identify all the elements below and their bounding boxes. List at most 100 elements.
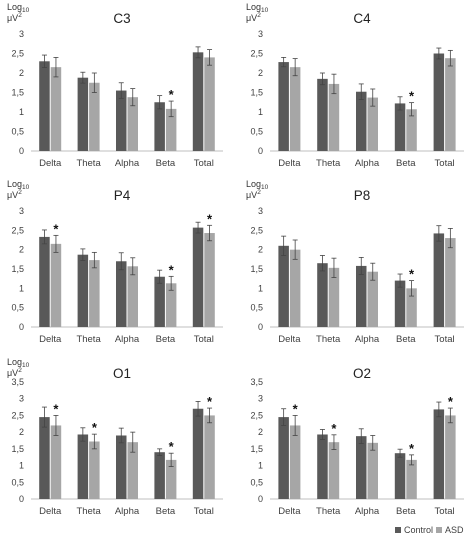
significance-marker: *	[169, 439, 175, 454]
y-tick-label: 0,5	[11, 303, 24, 313]
y-axis-unit-uv: μV2	[7, 12, 22, 23]
category-label: Beta	[396, 334, 416, 345]
y-axis-unit-uv-text: μV	[246, 190, 257, 200]
bar-control-beta	[394, 453, 406, 499]
bar-asd-total	[445, 238, 456, 327]
y-axis-unit-superscript: 2	[18, 367, 22, 374]
bar-control-total	[433, 233, 445, 327]
y-axis-unit-superscript: 2	[18, 12, 22, 19]
category-label: Alpha	[115, 334, 140, 345]
legend-label-control: Control	[404, 525, 433, 535]
bar-control-delta	[278, 245, 289, 327]
bar-control-total	[433, 53, 445, 151]
category-label: Total	[435, 506, 455, 517]
category-label: Theta	[316, 506, 341, 517]
bar-control-theta	[77, 77, 89, 151]
y-tick-label: 0	[258, 146, 263, 156]
category-label: Total	[194, 506, 214, 517]
y-axis-unit-uv: μV2	[7, 189, 22, 200]
bar-control-alpha	[116, 90, 127, 151]
significance-marker: *	[53, 401, 59, 416]
bar-asd-theta	[89, 260, 100, 327]
category-label: Delta	[278, 334, 301, 345]
y-tick-label: 2	[258, 68, 263, 78]
y-axis-unit-subscript: 10	[22, 7, 30, 14]
y-axis-unit-log: Log10	[7, 357, 30, 369]
bar-control-delta	[278, 62, 289, 151]
significance-marker: *	[331, 421, 337, 436]
bar-control-alpha	[356, 265, 367, 327]
y-tick-label: 0	[258, 322, 263, 332]
y-tick-label: 1,5	[11, 88, 24, 98]
y-tick-label: 0	[19, 322, 24, 332]
category-label: Total	[435, 334, 455, 345]
y-tick-label: 3	[258, 29, 263, 39]
chart-title: P8	[354, 188, 371, 203]
chart-title: O2	[353, 366, 371, 381]
category-label: Alpha	[115, 506, 140, 517]
significance-marker: *	[207, 211, 213, 226]
y-tick-label: 3	[258, 206, 263, 216]
y-tick-label: 2,5	[250, 410, 263, 420]
legend-swatch-control	[395, 527, 401, 533]
category-label: Theta	[76, 506, 101, 517]
y-axis-unit-log-text: Log	[7, 179, 22, 189]
y-tick-label: 0	[258, 494, 263, 504]
y-axis-unit-uv-text: μV	[246, 13, 257, 23]
bar-control-beta	[394, 280, 406, 327]
bar-asd-theta	[328, 442, 340, 499]
category-label: Delta	[39, 506, 62, 517]
significance-marker: *	[92, 420, 98, 435]
significance-marker: *	[169, 262, 175, 277]
y-tick-label: 1,5	[11, 264, 24, 274]
y-tick-label: 1	[19, 107, 24, 117]
chart-title: O1	[113, 366, 131, 381]
bar-control-delta	[278, 417, 289, 499]
y-tick-label: 0,5	[11, 477, 24, 487]
y-axis-unit-superscript: 2	[257, 189, 261, 196]
y-axis-unit-log: Log10	[246, 179, 269, 191]
significance-marker: *	[293, 401, 299, 416]
bar-asd-total	[445, 415, 456, 499]
y-tick-label: 3,5	[11, 377, 24, 387]
bar-asd-total	[204, 415, 215, 499]
y-tick-label: 1	[258, 107, 263, 117]
category-label: Theta	[316, 334, 341, 345]
category-label: Beta	[156, 158, 176, 169]
bar-control-total	[433, 409, 445, 499]
chart-o1: O1Log10μV200,511,522,533,5Delta*Theta*Al…	[7, 357, 223, 517]
y-tick-label: 0	[19, 146, 24, 156]
bar-control-alpha	[356, 436, 367, 499]
bar-asd-alpha	[367, 97, 378, 151]
legend: Control ASD	[395, 525, 464, 535]
y-axis-unit-superscript: 2	[18, 189, 22, 196]
chart-o2: O2 0 0,5 1 1,5 2 2,5 3 3,5 Delta * Theta * Alpha Beta *…	[250, 366, 464, 517]
significance-marker: *	[169, 87, 175, 102]
y-tick-label: 1	[258, 461, 263, 471]
y-tick-label: 3	[19, 394, 24, 404]
bar-control-theta	[317, 263, 328, 327]
bar-control-beta	[394, 103, 406, 151]
category-label: Delta	[39, 334, 62, 345]
category-label: Alpha	[355, 158, 380, 169]
bar-asd-delta	[50, 67, 62, 151]
bar-control-total	[192, 227, 204, 327]
bar-asd-beta	[165, 459, 177, 499]
category-label: Beta	[156, 506, 176, 517]
y-axis-unit-subscript: 10	[22, 362, 30, 369]
category-label: Beta	[156, 334, 176, 345]
category-label: Delta	[39, 158, 62, 169]
significance-marker: *	[448, 394, 454, 409]
bar-control-theta	[77, 254, 89, 327]
bar-asd-alpha	[127, 97, 138, 151]
y-axis-unit-uv-text: μV	[7, 13, 18, 23]
bar-control-total	[192, 52, 204, 151]
y-tick-label: 0,5	[250, 127, 263, 137]
significance-marker: *	[409, 441, 415, 456]
category-label: Total	[194, 158, 214, 169]
y-tick-label: 2,5	[11, 410, 24, 420]
y-tick-label: 2	[19, 245, 24, 255]
